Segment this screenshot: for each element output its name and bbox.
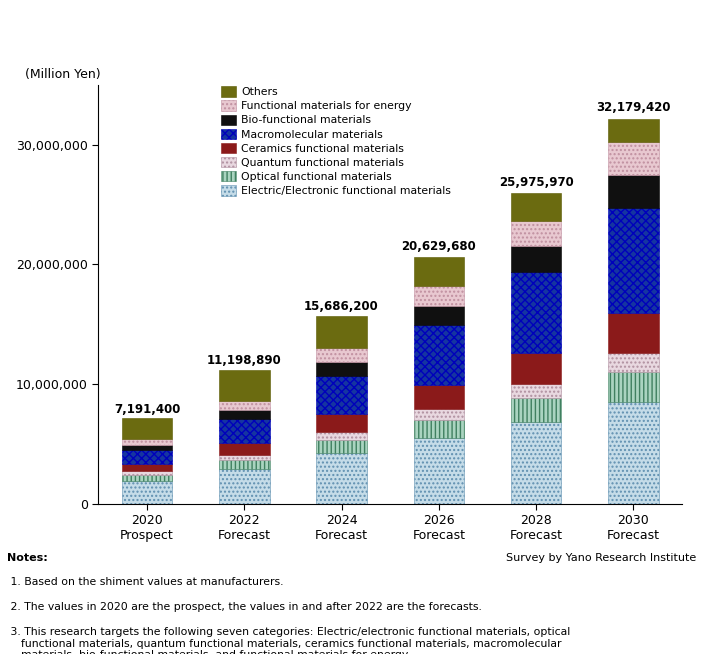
- Bar: [316, 375, 367, 414]
- Bar: [608, 208, 659, 313]
- Bar: [608, 353, 659, 372]
- Bar: [219, 370, 269, 401]
- Bar: [511, 271, 561, 353]
- Bar: [122, 475, 172, 481]
- Text: (Million Yen): (Million Yen): [25, 68, 101, 81]
- Bar: [608, 143, 659, 175]
- Bar: [316, 362, 367, 375]
- Text: Survey by Yano Research Institute: Survey by Yano Research Institute: [505, 553, 696, 562]
- Bar: [413, 409, 464, 420]
- Bar: [608, 313, 659, 353]
- Bar: [608, 372, 659, 402]
- Bar: [413, 325, 464, 385]
- Text: 3. This research targets the following seven categories: Electric/electronic fun: 3. This research targets the following s…: [7, 627, 570, 654]
- Bar: [316, 440, 367, 453]
- Bar: [219, 469, 269, 504]
- Text: 11,198,890: 11,198,890: [207, 354, 282, 368]
- Text: 25,975,970: 25,975,970: [498, 176, 574, 189]
- Bar: [219, 419, 269, 443]
- Bar: [511, 398, 561, 422]
- Bar: [122, 472, 172, 475]
- Bar: [122, 481, 172, 504]
- Bar: [413, 385, 464, 409]
- Bar: [413, 257, 464, 286]
- Bar: [316, 348, 367, 362]
- Bar: [122, 418, 172, 439]
- Bar: [219, 460, 269, 469]
- Text: 2. The values in 2020 are the prospect, the values in and after 2022 are the for: 2. The values in 2020 are the prospect, …: [7, 602, 482, 612]
- Bar: [219, 410, 269, 419]
- Bar: [316, 453, 367, 504]
- Bar: [413, 305, 464, 325]
- Bar: [219, 455, 269, 460]
- Bar: [413, 438, 464, 504]
- Bar: [316, 432, 367, 440]
- Text: 15,686,200: 15,686,200: [304, 300, 379, 313]
- Text: 20,629,680: 20,629,680: [401, 240, 476, 253]
- Text: Notes:: Notes:: [7, 553, 48, 562]
- Bar: [511, 247, 561, 271]
- Text: 1. Based on the shiment values at manufacturers.: 1. Based on the shiment values at manufa…: [7, 577, 283, 587]
- Bar: [219, 401, 269, 410]
- Bar: [511, 422, 561, 504]
- Bar: [122, 464, 172, 472]
- Bar: [608, 119, 659, 143]
- Bar: [316, 316, 367, 348]
- Text: 32,179,420: 32,179,420: [596, 101, 671, 114]
- Bar: [511, 384, 561, 398]
- Bar: [511, 221, 561, 247]
- Bar: [219, 443, 269, 455]
- Text: 7,191,400: 7,191,400: [114, 403, 180, 416]
- Bar: [511, 353, 561, 384]
- Bar: [122, 439, 172, 445]
- Bar: [608, 402, 659, 504]
- Bar: [413, 286, 464, 305]
- Bar: [511, 193, 561, 221]
- Bar: [413, 420, 464, 438]
- Bar: [122, 445, 172, 451]
- Bar: [122, 451, 172, 464]
- Bar: [608, 175, 659, 208]
- Bar: [316, 414, 367, 432]
- Legend: Others, Functional materials for energy, Bio-functional materials, Macromolecula: Others, Functional materials for energy,…: [221, 86, 451, 196]
